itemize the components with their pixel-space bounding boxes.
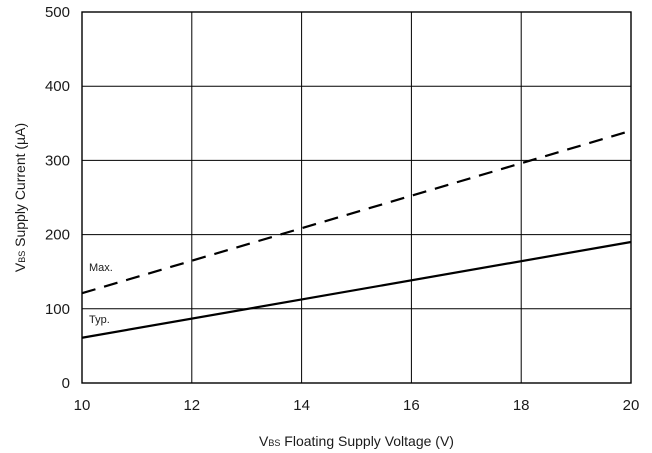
series-layer [81,129,632,339]
x-axis-label-suffix: Floating Supply Voltage (V) [280,433,454,449]
y-tick-label: 400 [45,78,70,95]
x-tick-label: 18 [513,397,530,414]
series-line-max [81,129,632,295]
y-axis-label-prefix: V [12,262,28,272]
x-tick-label: 12 [183,397,200,414]
x-tick-label: 10 [74,397,91,414]
y-tick-label: 300 [45,152,70,169]
series-labels: Max. Typ. [89,262,113,326]
y-axis-label: VBS Supply Current (µA) [12,123,28,272]
y-tick-label: 200 [45,227,70,244]
x-axis-label: VBS Floating Supply Voltage (V) [259,433,454,449]
series-label-max: Max. [89,262,113,274]
x-axis-label-prefix: V [259,433,269,449]
x-tick-labels: 10 12 14 16 18 20 [74,397,640,414]
y-tick-label: 500 [45,4,70,21]
x-tick-label: 16 [403,397,420,414]
y-tick-label: 100 [45,301,70,318]
y-axis-label-subscript: BS [17,251,27,263]
y-axis-label-suffix: Supply Current (µA) [12,123,28,251]
series-line-typ [81,240,632,339]
series-label-typ: Typ. [89,314,110,326]
plot-frame [81,11,632,384]
y-tick-label: 0 [62,375,70,392]
x-axis-label-subscript: BS [268,438,280,448]
x-tick-label: 14 [293,397,310,414]
grid [81,11,632,384]
y-tick-labels: 0 100 200 300 400 500 [45,4,70,392]
x-tick-label: 20 [623,397,640,414]
